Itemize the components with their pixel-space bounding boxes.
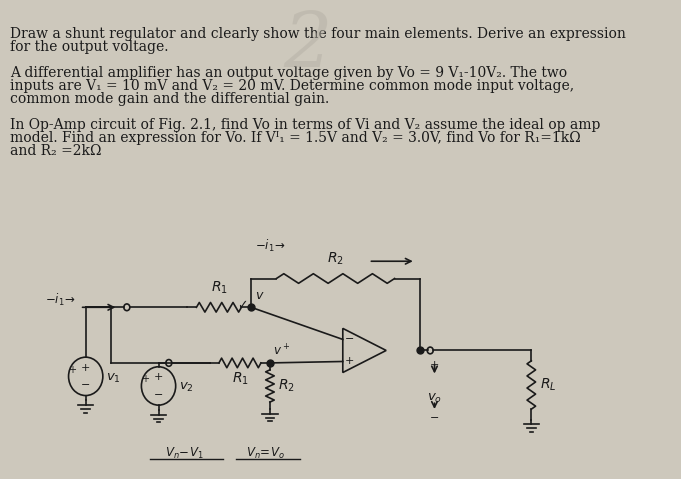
Text: $R_L$: $R_L$: [540, 377, 556, 393]
Text: 2: 2: [283, 10, 332, 83]
Text: +: +: [345, 356, 354, 366]
Text: In Op-Amp circuit of Fig. 2.1, find Vo in terms of Vi and V₂ assume the ideal op: In Op-Amp circuit of Fig. 2.1, find Vo i…: [10, 118, 601, 132]
Text: $R_1$: $R_1$: [210, 279, 227, 296]
Text: $R_1$: $R_1$: [232, 371, 249, 387]
Text: $-i_1\!\rightarrow$: $-i_1\!\rightarrow$: [45, 292, 76, 308]
Text: common mode gain and the differential gain.: common mode gain and the differential ga…: [10, 92, 330, 106]
Text: $v_1$: $v_1$: [106, 372, 121, 385]
Text: −: −: [154, 389, 163, 399]
Text: $\checkmark$: $\checkmark$: [238, 297, 248, 311]
Text: for the output voltage.: for the output voltage.: [10, 40, 169, 54]
Text: $v_2$: $v_2$: [179, 381, 194, 394]
Text: +: +: [141, 374, 149, 384]
Text: $v^+$: $v^+$: [273, 343, 291, 358]
Text: $V_n\!-\!V_1$: $V_n\!-\!V_1$: [165, 445, 204, 461]
Text: $V_n\!=\!V_o$: $V_n\!=\!V_o$: [247, 445, 285, 461]
Text: $v$: $v$: [255, 289, 265, 303]
Text: +: +: [68, 365, 76, 375]
Text: $-i_1\!\rightarrow$: $-i_1\!\rightarrow$: [255, 238, 286, 253]
Text: inputs are V₁ = 10 mV and V₂ = 20 mV. Determine common mode input voltage,: inputs are V₁ = 10 mV and V₂ = 20 mV. De…: [10, 79, 574, 93]
Text: model. Find an expression for Vo. If Vᴵ₁ = 1.5V and V₂ = 3.0V, find Vo for R₁=1k: model. Find an expression for Vo. If Vᴵ₁…: [10, 131, 581, 145]
Text: +: +: [430, 360, 439, 370]
Text: +: +: [154, 372, 163, 382]
Text: $v_o$: $v_o$: [427, 392, 442, 405]
Text: Draw a shunt regulator and clearly show the four main elements. Derive an expres: Draw a shunt regulator and clearly show …: [10, 27, 626, 41]
Text: +: +: [81, 363, 91, 373]
Text: $R_2$: $R_2$: [278, 378, 294, 394]
Text: A differential amplifier has an output voltage given by Vo = 9 V₁-10V₂. The two: A differential amplifier has an output v…: [10, 66, 567, 80]
Text: $R_2$: $R_2$: [327, 251, 344, 267]
Text: and R₂ =2kΩ: and R₂ =2kΩ: [10, 144, 101, 158]
Text: −: −: [81, 380, 91, 390]
Text: −: −: [345, 334, 354, 344]
Text: −: −: [430, 412, 439, 422]
